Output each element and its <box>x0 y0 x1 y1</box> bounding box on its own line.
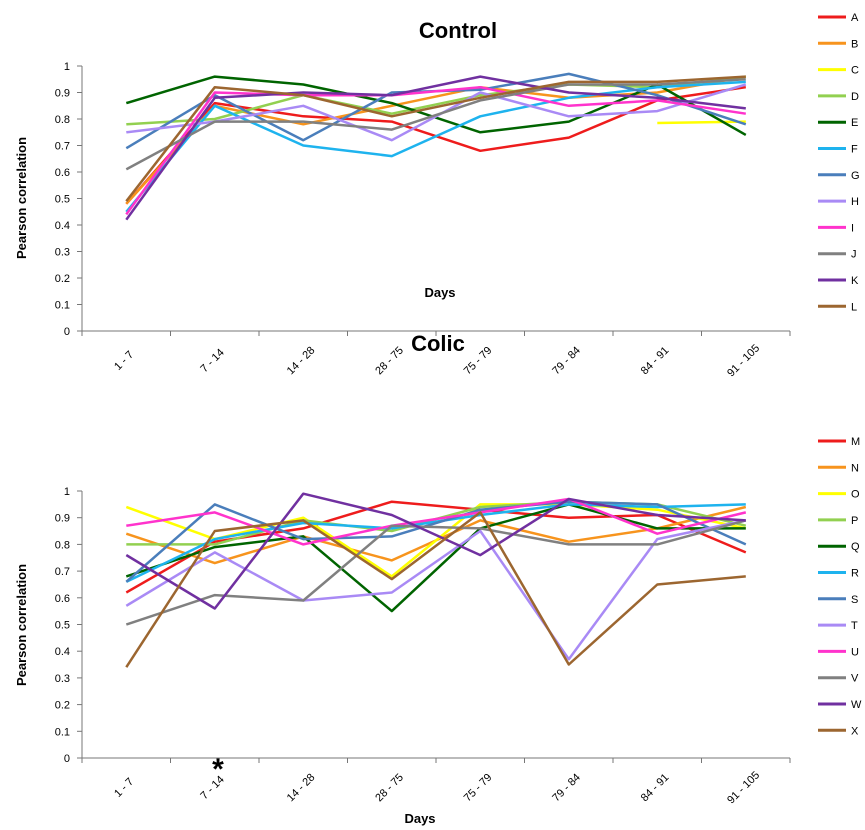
significance-asterisk: * <box>212 753 224 786</box>
y-tick-label: 0.5 <box>55 620 70 632</box>
y-tick-label: 0.4 <box>55 220 70 232</box>
legend-label: H <box>851 196 859 208</box>
series-line-h <box>126 83 747 142</box>
x-axis-title: Days <box>424 285 455 300</box>
series-line-f <box>125 80 746 213</box>
chart-panel-colic: Colic 0 0.1 0.2 0.3 0.4 0.5 0.6 0.7 0.8 0.9 1 1 - 7 7… <box>14 331 862 826</box>
y-tick-label: 0.9 <box>55 88 70 100</box>
x-tick-label: 84 - 91 <box>639 345 672 378</box>
x-tick-label: 28 - 75 <box>373 345 406 378</box>
y-tick-label: 0.6 <box>55 167 70 179</box>
legend-label: D <box>851 91 859 103</box>
y-tick-label: 0.4 <box>55 646 70 658</box>
series-line-q <box>125 503 746 613</box>
series-line-j <box>125 78 746 171</box>
chart-title: Colic <box>411 331 465 356</box>
legend-label: I <box>851 222 854 234</box>
series-line-c <box>657 120 746 125</box>
y-tick-label: 0.3 <box>55 247 70 259</box>
legend-label: Q <box>851 541 860 553</box>
legend-label: F <box>851 144 858 156</box>
series-line-l <box>125 75 746 202</box>
legend-label: U <box>851 646 859 658</box>
legend-label: A <box>851 12 859 24</box>
legend-label: O <box>851 489 860 501</box>
y-tick-label: 0.3 <box>55 673 70 685</box>
legend: M N O P Q R S T U V W X <box>818 436 862 737</box>
y-tick-label: 0 <box>64 326 70 338</box>
chart-panel-control: Control 0 0.1 0.2 0.3 0.4 0.5 0.6 0.7 0.8 0.9 1 1 - … <box>14 12 860 379</box>
x-axis-title: Days <box>404 811 435 826</box>
legend-label: M <box>851 436 860 448</box>
y-tick-label: 0.9 <box>55 513 70 525</box>
legend-label: E <box>851 117 858 129</box>
series-line-i <box>125 85 746 216</box>
legend-label: T <box>851 620 858 632</box>
x-tick-label: 14 - 28 <box>285 772 318 805</box>
series-line-s <box>125 500 747 583</box>
series-line-k <box>125 75 746 221</box>
y-axis-title: Pearson correlation <box>14 564 29 686</box>
y-tick-label: 0.2 <box>55 700 70 712</box>
series-line-w <box>125 492 746 610</box>
y-tick-label: 0.5 <box>55 194 70 206</box>
x-tick-label: 28 - 75 <box>373 772 406 805</box>
series-line-u <box>126 497 747 546</box>
x-tick-label: 91 - 105 <box>725 769 762 806</box>
legend: A B C D E F G H I J K L <box>818 12 860 313</box>
series-line-r <box>125 503 746 583</box>
legend-label: C <box>851 65 859 77</box>
legend-label: R <box>851 568 859 580</box>
series-line-t <box>125 519 747 661</box>
x-tick-label: 7 - 14 <box>198 347 226 375</box>
y-tick-label: 0.6 <box>55 593 70 605</box>
y-tick-label: 0 <box>64 753 70 765</box>
x-tick-label: 84 - 91 <box>639 772 672 805</box>
x-tick-label: 1 - 7 <box>112 349 136 373</box>
x-tick-label: 79 - 84 <box>550 772 583 805</box>
x-tick-label: 75 - 79 <box>462 345 495 378</box>
legend-label: B <box>851 38 858 50</box>
legend-label: G <box>851 170 860 182</box>
legend-label: V <box>851 673 859 685</box>
series-line-b <box>125 75 747 205</box>
x-tick-label: 79 - 84 <box>550 345 583 378</box>
y-tick-label: 0.7 <box>55 141 70 153</box>
chart-title: Control <box>419 18 497 43</box>
legend-label: P <box>851 515 858 527</box>
y-tick-label: 0.1 <box>55 726 70 738</box>
y-tick-label: 0.8 <box>55 114 70 126</box>
y-axis-title: Pearson correlation <box>14 137 29 259</box>
y-tick-label: 0.1 <box>55 300 70 312</box>
x-tick-label: 14 - 28 <box>285 345 318 378</box>
series-line-x <box>125 511 746 668</box>
y-tick-label: 0.8 <box>55 539 70 551</box>
series-line-d <box>126 75 746 126</box>
series-line-v <box>125 519 747 626</box>
y-tick-label: 0.2 <box>55 273 70 285</box>
y-tick-label: 0.7 <box>55 566 70 578</box>
legend-label: W <box>851 699 862 711</box>
legend-label: L <box>851 301 857 313</box>
y-tick-label: 1 <box>64 486 70 498</box>
x-tick-label: 91 - 105 <box>725 342 762 379</box>
legend-label: N <box>851 462 859 474</box>
y-tick-label: 1 <box>64 61 70 73</box>
legend-label: K <box>851 275 859 287</box>
legend-label: J <box>851 249 857 261</box>
legend-label: X <box>851 725 859 737</box>
x-tick-label: 75 - 79 <box>462 772 495 805</box>
x-tick-label: 1 - 7 <box>112 776 136 800</box>
legend-label: S <box>851 594 858 606</box>
